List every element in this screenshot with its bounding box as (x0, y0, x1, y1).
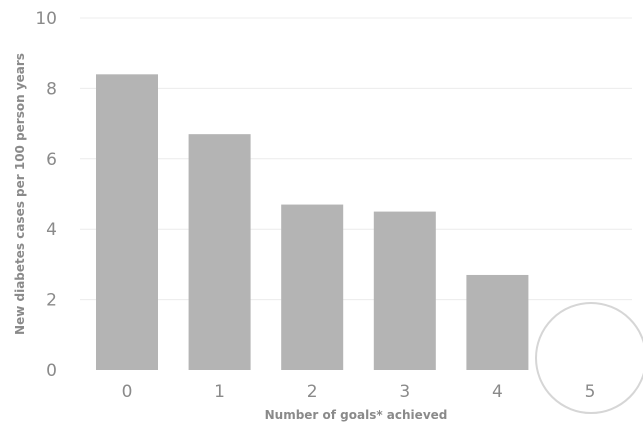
bar (466, 274, 529, 370)
bar (281, 204, 344, 370)
highlight-circle (535, 302, 643, 414)
x-tick-label: 1 (214, 382, 225, 402)
y-axis-ticks: 0 2 4 6 8 10 (35, 9, 57, 381)
x-axis-ticks: 0 1 2 3 4 5 (122, 382, 596, 402)
y-tick-label: 0 (46, 361, 57, 381)
x-tick-label: 4 (492, 382, 503, 402)
y-tick-label: 4 (46, 220, 57, 240)
gridlines (80, 17, 632, 301)
bar (188, 134, 251, 370)
x-tick-label: 2 (307, 382, 318, 402)
bar (96, 74, 158, 370)
x-tick-label: 0 (122, 382, 133, 402)
y-axis-label: New diabetes cases per 100 person years (13, 53, 27, 335)
y-tick-label: 8 (46, 79, 57, 99)
bars (96, 74, 529, 370)
y-tick-label: 10 (35, 9, 57, 29)
y-tick-label: 2 (46, 291, 57, 311)
y-tick-label: 6 (46, 150, 57, 170)
bar (373, 211, 436, 370)
x-axis-label: Number of goals* achieved (265, 408, 448, 422)
x-tick-label: 5 (585, 382, 596, 402)
x-tick-label: 3 (399, 382, 410, 402)
